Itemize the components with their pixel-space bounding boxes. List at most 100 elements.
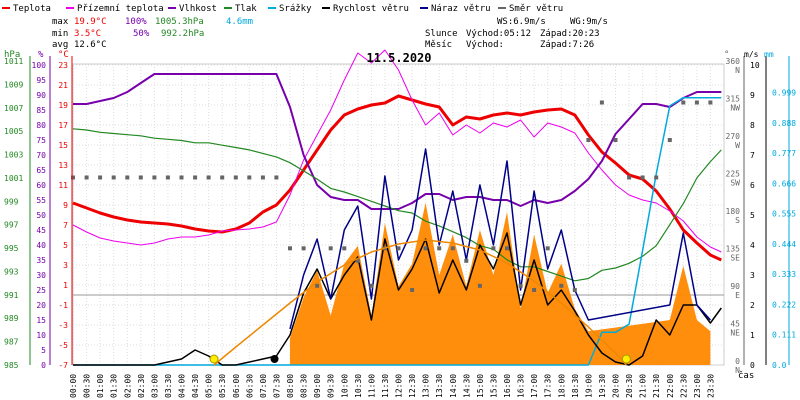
wind-dir-point — [505, 246, 509, 251]
wind-dir-point — [491, 246, 496, 251]
x-tick-label: 18:30 — [571, 374, 580, 398]
pct-tick-label: 55 — [36, 196, 46, 205]
dir-tick-deg: 225 — [726, 170, 741, 179]
series-line-4 — [73, 96, 722, 366]
ms-tick-label: 3 — [750, 271, 755, 280]
ms-tick-label: 7 — [750, 151, 755, 160]
x-tick-label: 14:30 — [462, 374, 471, 398]
pct-unit-label: % — [38, 50, 44, 60]
press-tick-label: 991 — [4, 291, 19, 300]
x-tick-label: 09:00 — [313, 374, 322, 398]
press-tick-label: 995 — [4, 244, 19, 253]
press-tick-label: 1007 — [4, 104, 23, 113]
dir-tick-name: S — [735, 216, 740, 225]
x-tick-label: 00:30 — [83, 374, 92, 398]
gust-area-fill — [290, 203, 711, 365]
wind-dir-point — [98, 175, 103, 180]
ms-tick-label: 8 — [750, 121, 755, 130]
press-tick-label: 1009 — [4, 80, 23, 89]
x-tick-label: 10:30 — [354, 374, 363, 398]
dir-tick-name: NW — [730, 104, 740, 113]
pct-tick-label: 90 — [36, 91, 46, 100]
series-layer — [71, 49, 722, 366]
mm-tick-label: 0.777 — [772, 149, 796, 158]
x-tick-label: 04:00 — [178, 374, 187, 398]
x-tick-label: 22:00 — [666, 374, 675, 398]
press-tick-label: 997 — [4, 221, 19, 230]
sunrise-marker — [209, 354, 219, 364]
pct-tick-label: 0 — [41, 361, 46, 370]
pct-tick-label: 30 — [36, 271, 46, 280]
mm-tick-label: 0.444 — [772, 240, 796, 249]
legend-label-smer: Směr větru — [509, 4, 563, 14]
pct-tick-label: 20 — [36, 301, 46, 310]
wind-dir-point — [165, 175, 170, 180]
series-line-8 — [213, 239, 627, 366]
ms-tick-label: 2 — [750, 301, 755, 310]
wind-dir-point — [694, 100, 699, 105]
pct-tick-label: 40 — [36, 241, 46, 250]
x-tick-label: 09:30 — [327, 374, 336, 398]
temp-tick-label: 19 — [58, 101, 68, 110]
ms-tick-label: 5 — [750, 211, 755, 220]
dir-tick-name: SW — [730, 179, 740, 188]
x-tick-label: 16:30 — [517, 374, 526, 398]
info-sun-set: Západ:20:23 — [540, 29, 600, 39]
wind-dir-point — [681, 100, 686, 105]
pct-tick-label: 50 — [36, 211, 46, 220]
wind-dir-point — [342, 246, 347, 251]
x-tick-label: 04:30 — [191, 374, 200, 398]
x-tick-label: 02:30 — [137, 374, 146, 398]
dir-tick-name: SE — [730, 254, 740, 263]
stat-avg-label: avg — [52, 40, 68, 50]
wind-dir-point — [355, 258, 360, 263]
series-line-2 — [73, 73, 722, 210]
wind-dir-point — [220, 175, 225, 180]
wind-dir-point — [84, 175, 89, 180]
mm-tick-label: 0.333 — [772, 270, 796, 279]
press-tick-label: 999 — [4, 197, 19, 206]
chart-title: 11.5.2020 — [366, 51, 431, 65]
pct-tick-label: 25 — [36, 286, 46, 295]
temp-tick-label: -3 — [58, 321, 68, 330]
info-wg: WG:9m/s — [570, 17, 608, 27]
temp-tick-label: -5 — [58, 341, 68, 350]
temp-tick-label: -1 — [58, 301, 68, 310]
wind-dir-point — [301, 246, 306, 251]
stat-max-rain: 4.6mm — [226, 17, 253, 27]
info-sun-rise: Východ:05:12 — [466, 29, 531, 39]
stat-avg-temp: 12.6°C — [74, 40, 107, 50]
pct-tick-label: 80 — [36, 121, 46, 130]
mm-tick-label: 0.222 — [772, 300, 796, 309]
temp-tick-label: 5 — [63, 241, 68, 250]
x-tick-label: 20:30 — [625, 374, 634, 398]
legend-label-srazky: Srážky — [279, 4, 312, 14]
legend-label-vlhkost: Vlhkost — [179, 4, 217, 14]
x-tick-label: 23:30 — [706, 374, 715, 398]
info-moon-rise: Východ: — [466, 40, 504, 50]
press-tick-label: 1001 — [4, 174, 23, 183]
pct-tick-label: 65 — [36, 166, 46, 175]
x-tick-label: 12:30 — [408, 374, 417, 398]
pct-tick-label: 85 — [36, 106, 46, 115]
x-tick-label: 23:00 — [693, 374, 702, 398]
press-tick-label: 987 — [4, 338, 19, 347]
dir-tick-deg: 45 — [730, 320, 740, 329]
wind-dir-point — [233, 175, 238, 180]
x-tick-label: 05:30 — [218, 374, 227, 398]
stat-max-hum: 100% — [125, 17, 147, 27]
x-tick-label: 22:30 — [679, 374, 688, 398]
wind-dir-point — [667, 138, 672, 142]
wind-dir-point — [179, 175, 184, 180]
x-tick-label: 19:00 — [584, 374, 593, 398]
dir-tick-deg: 135 — [726, 245, 741, 254]
pct-tick-label: 70 — [36, 151, 46, 160]
wind-dir-point — [450, 246, 455, 251]
deg-unit-label: ° — [724, 50, 729, 60]
wind-dir-point — [545, 246, 550, 251]
wind-dir-point — [613, 138, 618, 142]
stat-max-temp: 19.9°C — [74, 17, 107, 27]
x-axis-label: čas — [738, 370, 754, 381]
temp-tick-label: 21 — [58, 81, 68, 90]
info-ws: WS:6.9m/s — [497, 17, 546, 27]
